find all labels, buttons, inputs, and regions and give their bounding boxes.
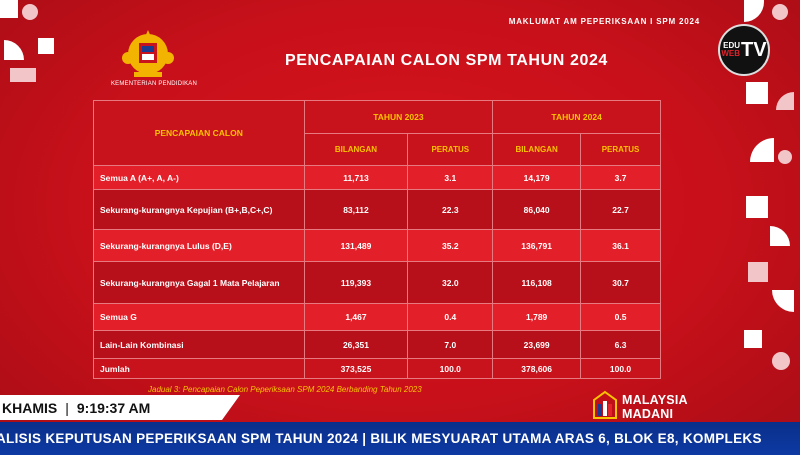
madani-emblem-icon (593, 390, 617, 419)
ticker-text: ALISIS KEPUTUSAN PEPERIKSAAN SPM TAHUN 2… (0, 431, 762, 446)
header-year-2024: TAHUN 2024 (492, 100, 661, 134)
malaysia-madani-logo: MALAYSIA MADANI (592, 390, 710, 422)
separator: | (65, 399, 69, 416)
time-label: 9:19:37 AM (76, 399, 151, 416)
table-row-total: Jumlah 373,525 100.0 378,606 100.0 (93, 358, 661, 379)
subheader-peratus-2024: PERATUS (580, 133, 661, 166)
table-row: Semua G 1,467 0.4 1,789 0.5 (93, 303, 661, 331)
day-label: KHAMIS (2, 399, 58, 416)
decorative-pattern-right (738, 0, 800, 400)
clock-bar: KHAMIS | 9:19:37 AM (0, 395, 222, 420)
edutv-logo: EDU WEB TV (718, 24, 770, 76)
header-pencapaian-calon: PENCAPAIAN CALON (93, 100, 305, 166)
results-table: PENCAPAIAN CALON TAHUN 2023 TAHUN 2024 B… (93, 100, 661, 379)
clock-bar-tail (222, 395, 240, 420)
table-caption: Jadual 3: Pencapaian Calon Peperiksaan S… (148, 385, 422, 394)
table-row: Sekurang-kurangnya Kepujian (B+,B,C+,C) … (93, 189, 661, 230)
subheader-bilangan-2023: BILANGAN (303, 133, 409, 166)
coat-of-arms-logo (122, 30, 174, 77)
subheader-peratus-2023: PERATUS (407, 133, 494, 166)
decorative-pattern-left (0, 0, 70, 100)
news-ticker: ALISIS KEPUTUSAN PEPERIKSAAN SPM TAHUN 2… (0, 422, 800, 455)
table-row: Sekurang-kurangnya Gagal 1 Mata Pelajara… (93, 261, 661, 304)
table-row: Semua A (A+, A, A-) 11,713 3.1 14,179 3.… (93, 165, 661, 190)
table-row: Lain-Lain Kombinasi 26,351 7.0 23,699 6.… (93, 330, 661, 359)
header-year-2023: TAHUN 2023 (303, 100, 494, 134)
table-row: Sekurang-kurangnya Lulus (D,E) 131,489 3… (93, 229, 661, 262)
page-title: PENCAPAIAN CALON SPM TAHUN 2024 (285, 52, 608, 69)
ministry-label: KEMENTERIAN PENDIDIKAN (110, 81, 198, 87)
subheader-bilangan-2024: BILANGAN (492, 133, 582, 166)
header-info-text: MAKLUMAT AM PEPERIKSAAN I SPM 2024 (508, 17, 700, 26)
